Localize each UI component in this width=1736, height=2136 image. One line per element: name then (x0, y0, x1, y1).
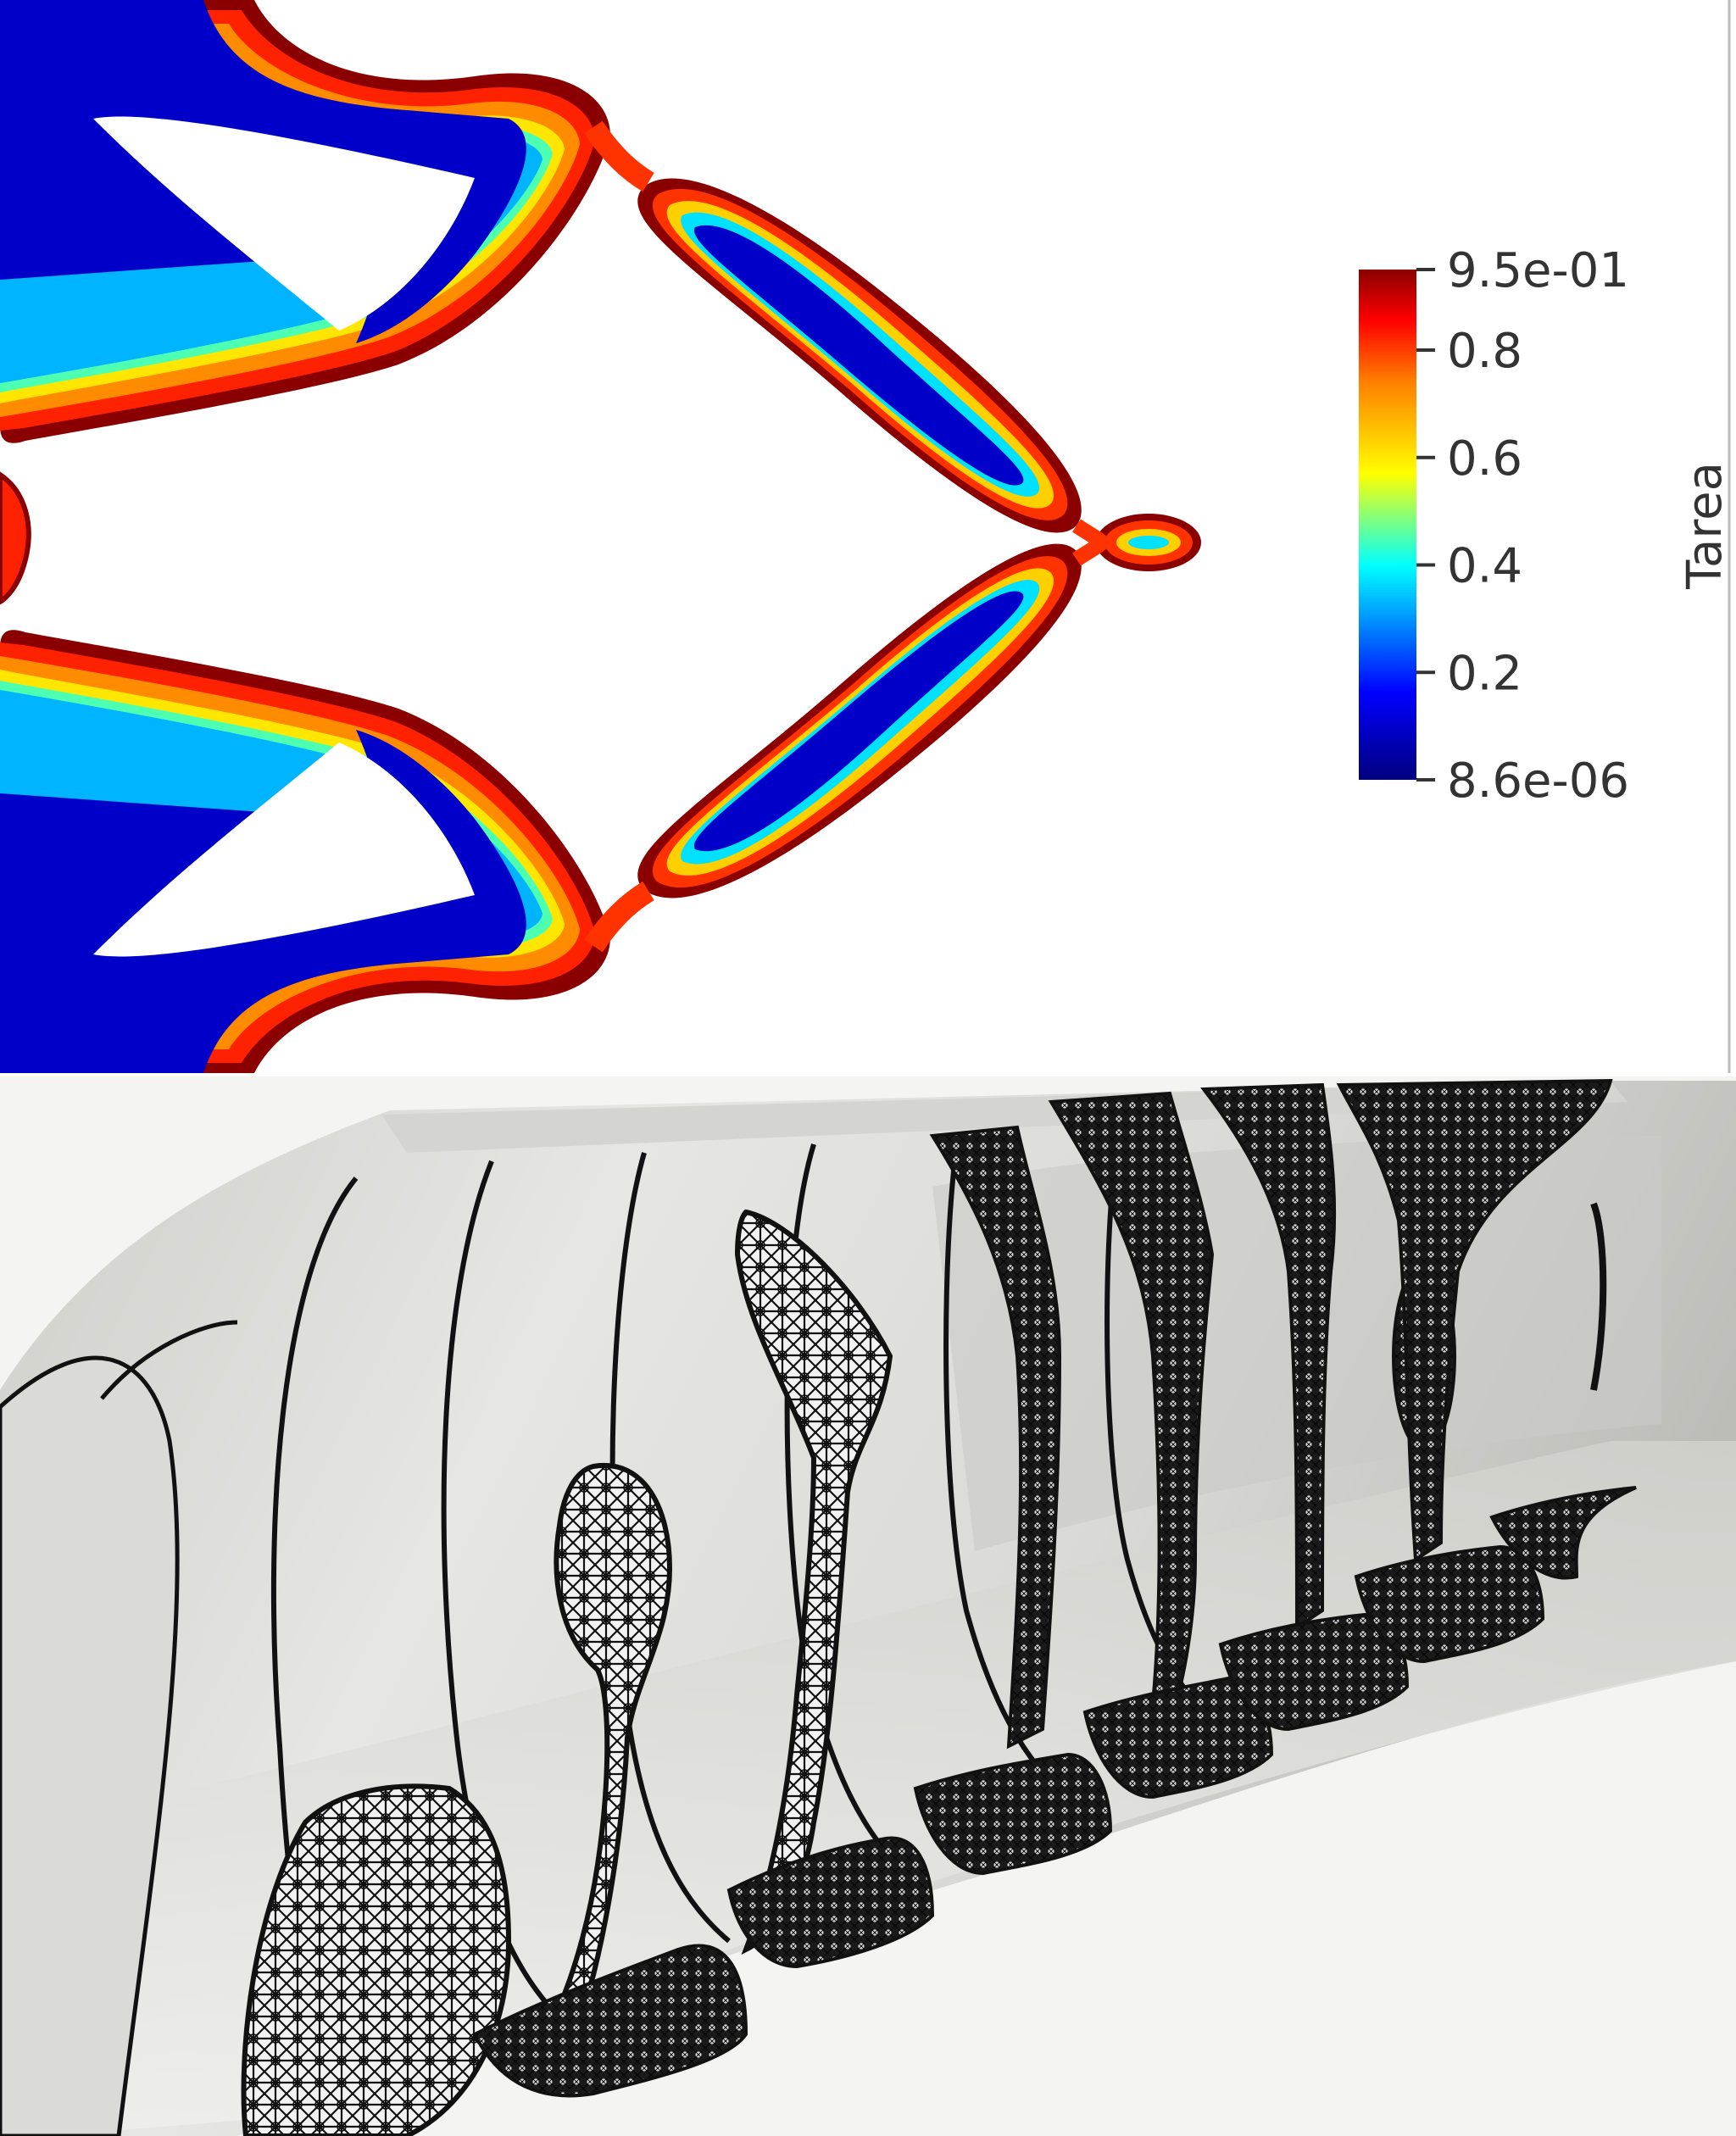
density-field: 9.5e-01 0.8 0.6 0.4 0.2 8.6e-06 Tarea (0, 0, 1733, 1073)
colorbar-tick-label: 0.6 (1447, 431, 1522, 487)
lattice-slice-7 (1336, 1078, 1613, 1563)
member-upper-left (0, 0, 610, 443)
floor-lattice (472, 1486, 1637, 2098)
colorbar-title: Tarea (1678, 462, 1733, 590)
left-rim (0, 1355, 180, 2136)
member-upper-diagonal (637, 178, 1082, 533)
colorbar: 9.5e-01 0.8 0.6 0.4 0.2 8.6e-06 Tarea (1359, 243, 1733, 809)
member-lower-diagonal (637, 543, 1082, 898)
joint-upper (584, 120, 654, 192)
colorbar-tick-label: 9.5e-01 (1447, 243, 1629, 298)
colorbar-tick-label: 0.4 (1447, 539, 1522, 594)
lattice-slice-4 (929, 1125, 1062, 1749)
member-left-edge (0, 471, 31, 605)
colorbar-tick-label: 0.2 (1447, 646, 1522, 701)
colorbar-tick-label: 8.6e-06 (1447, 754, 1629, 809)
colorbar-gradient (1359, 270, 1416, 780)
lattice-slice-5 (1048, 1091, 1215, 1706)
colorbar-tick-label: 0.8 (1447, 324, 1522, 379)
member-tip-node (1072, 514, 1201, 571)
joint-lower (584, 881, 654, 953)
lattice-render (0, 1076, 1736, 2136)
lattice-slice-1 (241, 1783, 512, 2136)
member-lower-left (0, 630, 610, 1073)
